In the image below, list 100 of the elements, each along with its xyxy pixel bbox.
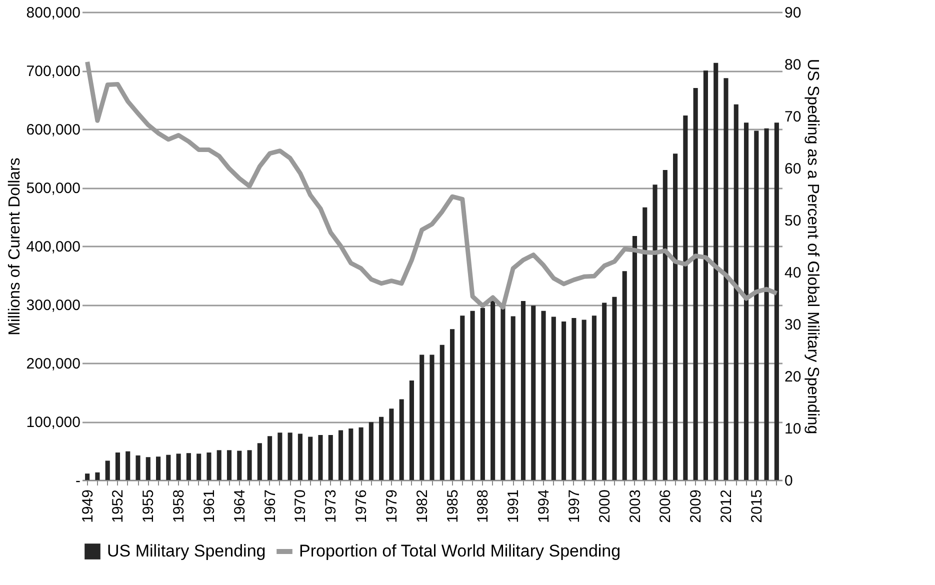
x-tick-label: 2003 xyxy=(626,490,644,523)
bar xyxy=(592,316,596,480)
bar xyxy=(308,436,313,480)
y2-tick-label: 90 xyxy=(784,4,802,22)
bar xyxy=(470,310,475,480)
y-tick-label: 500,000 xyxy=(26,180,80,197)
x-tick-label: 1970 xyxy=(292,490,310,523)
bar xyxy=(216,450,222,480)
line-series xyxy=(85,60,779,310)
bar xyxy=(734,104,738,480)
bar xyxy=(166,454,171,480)
x-tick-label: 1964 xyxy=(231,490,248,523)
x-tick-label: 1949 xyxy=(79,490,96,523)
bar xyxy=(338,430,344,480)
bar xyxy=(714,62,718,480)
bar xyxy=(450,329,455,480)
bar xyxy=(693,88,698,480)
bar xyxy=(744,122,749,480)
bar xyxy=(186,453,191,480)
bar xyxy=(257,443,262,480)
bar xyxy=(95,472,100,480)
x-tick-label: 1952 xyxy=(110,490,127,523)
bar xyxy=(582,320,586,480)
x-tick-label: 2000 xyxy=(596,490,614,523)
x-tick-label: 1991 xyxy=(505,490,522,523)
bar xyxy=(420,354,424,480)
bar xyxy=(115,452,120,480)
bar xyxy=(389,408,394,480)
bar xyxy=(298,434,302,480)
bar xyxy=(268,436,272,480)
y2-tick-label: 20 xyxy=(784,368,802,386)
bar xyxy=(724,78,728,480)
bar xyxy=(237,450,242,480)
bar xyxy=(572,318,576,480)
y2-tick-label: 70 xyxy=(784,108,802,126)
y-axis-title: Millions of Curent Dollars xyxy=(6,158,24,336)
x-tick-label: 1997 xyxy=(566,490,583,523)
x-tick-label: 1955 xyxy=(140,490,158,523)
bar xyxy=(399,399,404,480)
bar xyxy=(460,316,465,480)
bar xyxy=(146,457,150,480)
y-tick-label: 600,000 xyxy=(26,122,80,138)
bar xyxy=(328,434,333,480)
bar xyxy=(196,454,202,480)
y2-tick-label: 10 xyxy=(784,420,802,438)
bar xyxy=(774,122,779,480)
x-tick-label: 2015 xyxy=(748,490,766,523)
y-tick-label: 400,000 xyxy=(26,238,80,256)
x-tick-label: 1985 xyxy=(444,490,462,523)
y-tick-label: 800,000 xyxy=(26,4,80,22)
bar xyxy=(480,308,485,480)
bar xyxy=(754,130,759,480)
bar xyxy=(368,422,374,480)
bar xyxy=(510,316,516,480)
bar xyxy=(683,116,688,480)
y2-tick-label: 30 xyxy=(784,316,802,334)
bar xyxy=(136,455,140,480)
bar xyxy=(551,316,556,480)
y-tick-label: 200,000 xyxy=(26,356,80,372)
legend-label: Proportion of Total World Military Spending xyxy=(299,542,621,560)
bar xyxy=(278,432,282,480)
bar xyxy=(126,451,130,480)
y-tick-label: 300,000 xyxy=(26,297,80,314)
bar xyxy=(642,207,648,480)
bar xyxy=(358,427,364,480)
y2-tick-label: 60 xyxy=(784,160,802,178)
y2-tick-label: 0 xyxy=(784,472,793,490)
bar xyxy=(206,452,212,480)
bar xyxy=(409,380,414,480)
y2-tick-label: 40 xyxy=(784,264,802,282)
y2-tick-label: 50 xyxy=(784,212,802,230)
bar xyxy=(562,321,566,480)
bar xyxy=(85,474,90,480)
bar xyxy=(673,154,678,480)
x-tick-label: 1967 xyxy=(262,490,279,523)
x-tick-label: 1973 xyxy=(322,490,340,523)
y2-tick-label: 80 xyxy=(784,56,802,74)
bar xyxy=(440,344,444,480)
bar xyxy=(632,236,638,480)
bar xyxy=(520,300,526,480)
x-tick-label: 2006 xyxy=(657,490,674,523)
x-tick-label: 1976 xyxy=(353,490,370,523)
x-tick-label: 2012 xyxy=(718,490,735,523)
legend-label: US Military Spending xyxy=(107,542,266,560)
bar xyxy=(379,416,384,480)
bar xyxy=(247,450,252,480)
bar xyxy=(348,428,354,480)
x-tick-label: 1979 xyxy=(383,490,400,523)
bar xyxy=(226,450,232,480)
bar xyxy=(612,296,617,480)
x-tick-label: 1958 xyxy=(170,490,188,523)
y-tick-label: - xyxy=(76,472,80,490)
bar xyxy=(105,460,110,480)
x-tick-label: 1988 xyxy=(474,490,492,523)
bar xyxy=(288,432,292,480)
bar xyxy=(622,271,627,480)
bar xyxy=(156,456,161,480)
bar xyxy=(764,128,769,480)
y-tick-label: 700,000 xyxy=(26,63,80,80)
bar xyxy=(662,170,668,480)
